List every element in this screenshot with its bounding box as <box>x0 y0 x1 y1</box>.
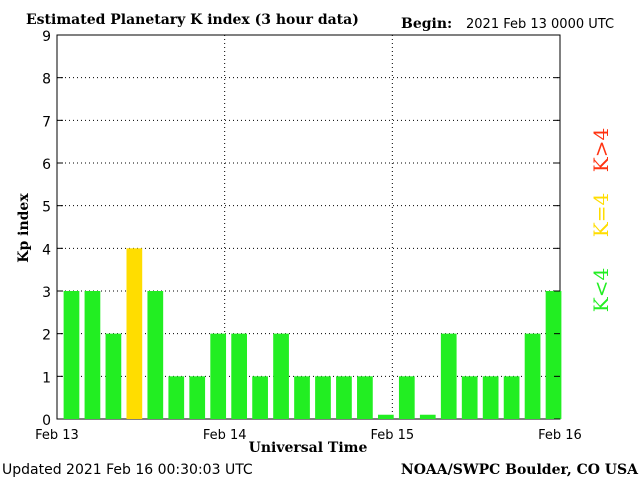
legend-k-greater-4: K>4 <box>589 128 613 172</box>
kp-bar <box>398 376 415 419</box>
x-axis-ticks: Feb 13 Feb 14 Feb 15 Feb 16 <box>35 428 582 443</box>
kp-bar <box>482 376 499 419</box>
kp-bar <box>63 291 80 419</box>
x-tick-label: Feb 16 <box>538 428 582 443</box>
y-tick-label: 3 <box>42 285 51 301</box>
x-axis-label: Universal Time <box>249 440 368 456</box>
chart-title: Estimated Planetary K index (3 hour data… <box>26 12 359 28</box>
kp-bar <box>273 333 289 419</box>
y-tick-label: 0 <box>42 413 51 429</box>
kp-bar <box>105 333 122 419</box>
updated-timestamp: Updated 2021 Feb 16 00:30:03 UTC <box>2 462 253 478</box>
legend-k-less-4: K<4 <box>589 268 613 312</box>
kp-bar <box>315 376 331 419</box>
y-tick-label: 4 <box>42 242 51 258</box>
kp-bar <box>252 376 268 419</box>
y-tick-label: 6 <box>42 157 51 173</box>
kp-bar <box>461 376 478 419</box>
y-axis-ticks: 0 1 2 3 4 5 6 7 8 9 <box>42 29 560 429</box>
legend: K<4 K=4 K>4 <box>589 128 613 312</box>
begin-value: 2021 Feb 13 0000 UTC <box>466 17 614 32</box>
kp-bar <box>357 376 373 419</box>
begin-label: Begin: <box>401 16 452 32</box>
y-tick-label: 9 <box>42 29 51 45</box>
x-tick-label: Feb 13 <box>35 428 79 443</box>
kp-bar <box>189 376 206 419</box>
kp-bar <box>377 414 394 419</box>
kp-bar <box>231 333 248 419</box>
y-tick-label: 5 <box>42 200 51 216</box>
x-tick-label: Feb 15 <box>370 428 414 443</box>
kp-bar <box>147 291 164 419</box>
y-tick-label: 7 <box>42 114 51 130</box>
x-tick-label: Feb 14 <box>203 428 247 443</box>
kp-bar <box>168 376 185 419</box>
kp-bar <box>503 376 520 419</box>
y-tick-label: 8 <box>42 72 51 88</box>
y-tick-label: 1 <box>42 370 51 386</box>
kp-bar <box>419 414 436 419</box>
kp-bar <box>294 376 310 419</box>
kp-bar <box>126 248 143 419</box>
kp-bar <box>524 333 541 419</box>
kp-bar <box>336 376 352 419</box>
kp-bar <box>84 291 101 419</box>
legend-k-equal-4: K=4 <box>589 193 613 237</box>
kp-bar <box>545 291 562 419</box>
credit-text: NOAA/SWPC Boulder, CO USA <box>401 462 639 478</box>
kp-bar <box>440 333 457 419</box>
y-axis-label: Kp index <box>16 193 32 263</box>
plot-area: 0 1 2 3 4 5 6 7 8 9 Feb 13 Feb 14 Feb 15 Feb 16 <box>35 29 582 443</box>
kp-bar <box>210 333 227 419</box>
y-tick-label: 2 <box>42 328 51 344</box>
bar-series <box>63 248 562 419</box>
